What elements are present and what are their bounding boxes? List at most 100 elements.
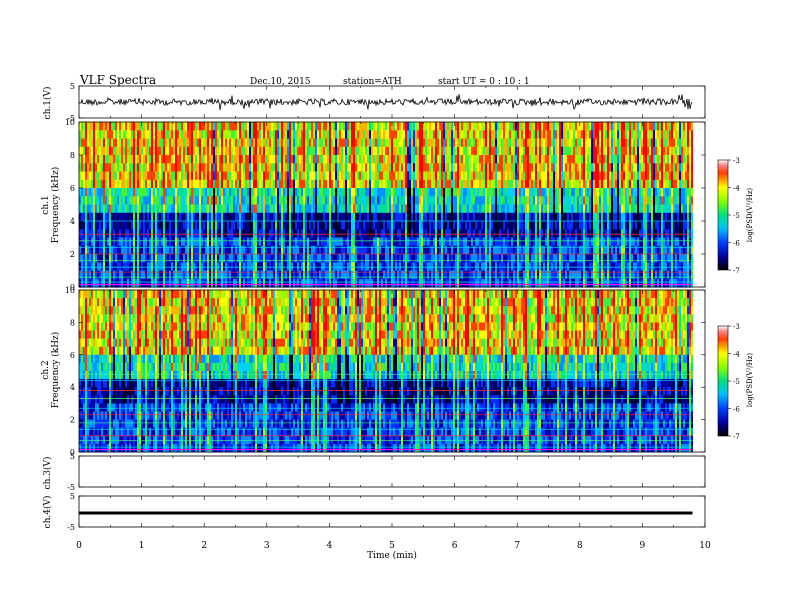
spec-cell <box>185 138 187 148</box>
spec-cell <box>485 155 487 164</box>
spec-cell <box>377 221 379 230</box>
spec-cell <box>311 146 313 156</box>
spec-cell <box>329 270 331 280</box>
spec-cell <box>515 146 517 156</box>
spec-cell <box>395 229 397 239</box>
spec-cell <box>313 254 315 263</box>
spec-cell <box>419 122 421 131</box>
spec-cell <box>103 188 105 197</box>
spec-cell <box>265 237 267 247</box>
spec-cell <box>185 204 187 214</box>
spec-cell <box>223 122 225 131</box>
spec-cell <box>519 245 521 255</box>
spec-cell <box>273 163 275 173</box>
spec-cell <box>513 237 515 247</box>
spec-cell <box>83 138 85 148</box>
spec-cell <box>567 196 569 206</box>
spec-cell <box>265 171 267 181</box>
spec-cell <box>213 221 215 230</box>
spec-cell <box>277 130 279 140</box>
spec-cell <box>151 254 153 263</box>
spec-cell <box>531 122 533 131</box>
spec-cell <box>453 270 455 280</box>
spec-cell <box>129 130 131 140</box>
spec-cell <box>301 270 303 280</box>
spec-cell <box>501 212 503 222</box>
spec-cell <box>107 163 109 173</box>
spec-cell <box>123 171 125 181</box>
spec-cell <box>539 196 541 206</box>
spec-cell <box>455 229 457 239</box>
spec-cell <box>279 245 281 255</box>
spec-cell <box>573 122 575 131</box>
spec-cell <box>103 155 105 164</box>
spec-cell <box>397 237 399 247</box>
spec-cell <box>521 262 523 272</box>
spec-cell <box>533 155 535 164</box>
spec-cell <box>233 229 235 239</box>
spec-cell <box>259 212 261 222</box>
spec-cell <box>253 237 255 247</box>
spec-cell <box>217 122 219 131</box>
spec-cell <box>559 179 561 189</box>
spec-cell <box>335 254 337 263</box>
spec-cell <box>147 237 149 247</box>
spec-cell <box>387 138 389 148</box>
spec-cell <box>245 229 247 239</box>
spec-cell <box>93 196 95 206</box>
spec-cell <box>85 146 87 156</box>
spec-cell <box>411 254 413 263</box>
spec-cell <box>153 171 155 181</box>
spec-cell <box>311 212 313 222</box>
spec-cell <box>491 245 493 255</box>
spec-cell <box>329 179 331 189</box>
spec-cell <box>563 138 565 148</box>
spec-cell <box>433 146 435 156</box>
spec-cell <box>519 130 521 140</box>
spec-cell <box>307 237 309 247</box>
spec-cell <box>221 229 223 239</box>
spec-cell <box>357 138 359 148</box>
spec-cell <box>289 229 291 239</box>
spec-cell <box>275 245 277 255</box>
spec-cell <box>227 122 229 131</box>
spec-cell <box>477 171 479 181</box>
spec-cell <box>323 254 325 263</box>
spec-cell <box>375 212 377 222</box>
spec-cell <box>329 122 331 131</box>
spec-cell <box>331 278 333 288</box>
spec-cell <box>207 163 209 173</box>
spec-cell <box>151 163 153 173</box>
spec-cell <box>561 155 563 164</box>
spec-cell <box>367 278 369 288</box>
spec-cell <box>329 138 331 148</box>
spec-cell <box>525 138 527 148</box>
spec-cell <box>259 130 261 140</box>
spec-cell <box>337 254 339 263</box>
spec-cell <box>493 155 495 164</box>
spec-cell <box>281 138 283 148</box>
spec-cell <box>247 196 249 206</box>
spec-cell <box>235 179 237 189</box>
spec-cell <box>559 237 561 247</box>
spec-cell <box>203 171 205 181</box>
spec-cell <box>169 163 171 173</box>
spec-cell <box>253 270 255 280</box>
spec-cell <box>369 212 371 222</box>
spec-cell <box>101 204 103 214</box>
spec-cell <box>313 138 315 148</box>
spec-cell <box>337 262 339 272</box>
spec-cell <box>455 179 457 189</box>
spec-cell <box>153 138 155 148</box>
spec-cell <box>539 229 541 239</box>
spec-cell <box>487 171 489 181</box>
spec-cell <box>507 245 509 255</box>
spec-cell <box>301 262 303 272</box>
spec-cell <box>149 212 151 222</box>
spec-cell <box>535 188 537 197</box>
spec-cell <box>483 270 485 280</box>
spec-cell <box>499 179 501 189</box>
spec-cell <box>305 179 307 189</box>
spec-cell <box>95 212 97 222</box>
spec-cell <box>379 212 381 222</box>
